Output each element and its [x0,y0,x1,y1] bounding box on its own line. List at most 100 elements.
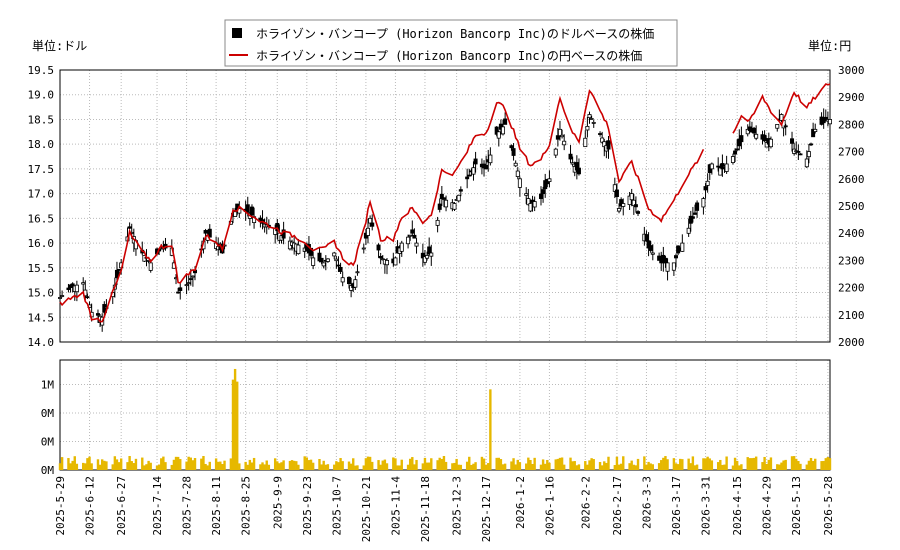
candle-body [513,162,518,167]
candle-body [349,285,354,291]
candle-body [591,122,596,124]
volume-bar [411,457,414,470]
volume-bar [598,461,602,470]
volume-bar [666,459,669,470]
candle-body [435,219,440,226]
x-tick-label: 2025-5-29 [54,476,67,536]
volume-bar [60,457,64,470]
candle-body [809,143,814,146]
volume-bar [725,456,728,470]
volume-bar [603,461,606,470]
x-tick-label: 2025-10-21 [360,476,373,542]
left-tick-label: 16.0 [28,237,55,250]
volume-bar [191,460,195,470]
x-tick-label: 2025-8-25 [240,476,253,536]
volume-bar [413,464,416,470]
volume-tick-label: 0M [41,464,55,477]
volume-bar [455,458,458,470]
candle-body [347,276,352,285]
volume-bar [204,463,207,470]
candle-body [184,284,189,287]
legend-jpy-label: ホライゾン・バンコープ (Horizon Bancorp Inc)の円ベースの株… [256,48,642,63]
volume-bar [569,457,572,470]
volume-bar [282,460,285,470]
volume-bar [746,457,749,470]
right-tick-label: 2300 [838,254,865,267]
volume-bar [425,462,429,470]
volume-bar [822,460,825,470]
volume-bar [647,461,650,470]
volume-bar [113,456,117,470]
volume-bar [721,464,724,470]
volume-bar [430,458,433,470]
candle-body [524,193,529,196]
candle-body [636,211,641,214]
volume-bar [105,461,108,470]
volume-bar [797,461,800,470]
candle-body [695,202,700,211]
volume-bar [368,456,372,470]
volume-bar [145,464,148,470]
volume-bar [305,457,309,470]
volume-bar [394,458,397,470]
volume-bar [664,456,667,470]
x-tick-label: 2025-6-27 [115,476,128,536]
volume-bar [617,464,621,470]
candle-body [754,133,759,139]
candle-body [598,133,603,135]
volume-bar [130,461,133,470]
volume-bar [533,457,536,470]
volume-grid [59,360,830,471]
candle-body [619,199,624,207]
candle-body [496,131,501,139]
candle-body [467,174,472,177]
candle-body [471,167,476,175]
candle-body [633,204,638,208]
volume-bar [738,465,741,470]
volume-bar [303,456,306,470]
volume-bar [246,464,249,470]
candle-body [441,197,446,200]
volume-bar [71,460,74,470]
volume-bar [364,458,368,470]
candle-body [692,212,697,215]
volume-bar [826,457,830,470]
candle-body [245,204,250,213]
volume-bar [219,461,222,470]
candle-body [233,211,238,217]
volume-bar [400,459,403,470]
volume-bar [740,464,743,470]
volume-bar [333,464,336,470]
candle-body [188,278,193,280]
volume-bar [440,458,444,470]
volume-bar [600,465,604,470]
x-tick-label: 2025-12-3 [451,476,464,536]
volume-bar [484,464,488,470]
left-tick-label: 19.5 [28,64,55,77]
x-tick-label: 2026-3-31 [700,476,713,536]
volume-bar [297,464,300,470]
volume-bar [392,457,395,470]
candle-body [671,262,676,271]
volume-bar [322,460,325,470]
volume-bar [103,460,106,470]
candle-body [629,193,634,201]
volume-bar [126,462,129,470]
volume-bar [267,464,271,470]
volume-bar [676,464,680,470]
volume-bar [527,457,530,470]
x-tick-label: 2025-7-28 [181,476,194,536]
candle-body [178,287,183,291]
candle-body [606,140,611,150]
right-tick-label: 2600 [838,173,865,186]
right-tick-label: 2700 [838,146,865,159]
volume-bar [681,459,684,470]
volume-bar [155,465,159,470]
volume-bar [541,459,545,470]
candle-body [806,151,811,158]
x-tick-label: 2025-9-23 [301,476,314,536]
candle-body [614,189,619,198]
volume-bar [719,459,722,470]
volume-bar [174,456,178,470]
